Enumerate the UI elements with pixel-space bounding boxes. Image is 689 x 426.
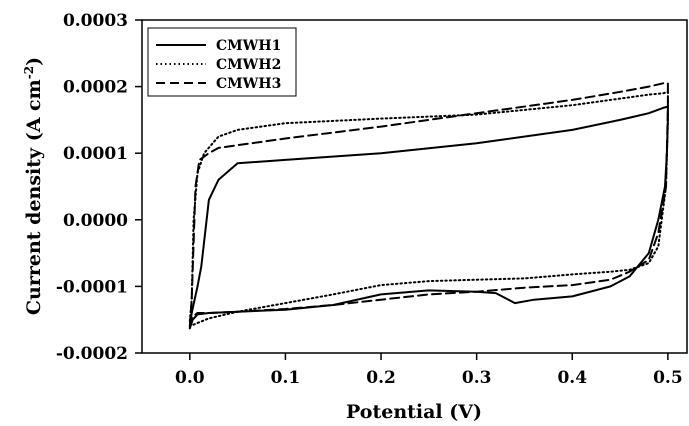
x-tick-label: 0.4 — [557, 368, 587, 388]
x-tick-label: 0.3 — [462, 368, 492, 388]
y-tick-label: -0.0001 — [56, 277, 128, 297]
y-tick-label: 0.0000 — [63, 211, 128, 231]
y-tick-label: 0.0002 — [63, 78, 128, 98]
y-axis-title-superscript: -2 — [22, 66, 36, 79]
y-tick-label: -0.0002 — [56, 344, 128, 364]
series-line-cmwh1 — [188, 105, 669, 330]
series-layer — [188, 82, 669, 330]
y-axis-title-main: Current density (A cm — [23, 79, 45, 315]
y-axis-ticks: -0.0002 -0.0001 0.0000 0.0001 0.0002 0.0003 — [56, 11, 142, 364]
y-tick-label: 0.0003 — [63, 11, 128, 31]
legend-label-cmwh1: CMWH1 — [216, 38, 281, 54]
legend-box — [147, 27, 297, 97]
x-tick-label: 0.1 — [271, 368, 301, 388]
legend-label-cmwh3: CMWH3 — [216, 76, 281, 92]
x-axis-title: Potential (V) — [346, 401, 482, 423]
x-axis-ticks: 0.0 0.1 0.2 0.3 0.4 0.5 — [175, 353, 683, 388]
x-tick-label: 0.2 — [366, 368, 396, 388]
legend-label-cmwh2: CMWH2 — [216, 57, 281, 73]
x-tick-label: 0.0 — [175, 368, 205, 388]
y-tick-label: 0.0001 — [63, 144, 128, 164]
series-line-cmwh3 — [188, 82, 669, 328]
x-tick-label: 0.5 — [653, 368, 683, 388]
y-axis-title: Current density (A cm-2) — [22, 57, 45, 315]
legend: CMWH1 CMWH2 CMWH3 — [147, 27, 297, 97]
y-axis-title-close: ) — [23, 57, 45, 66]
plot-frame — [141, 19, 688, 354]
